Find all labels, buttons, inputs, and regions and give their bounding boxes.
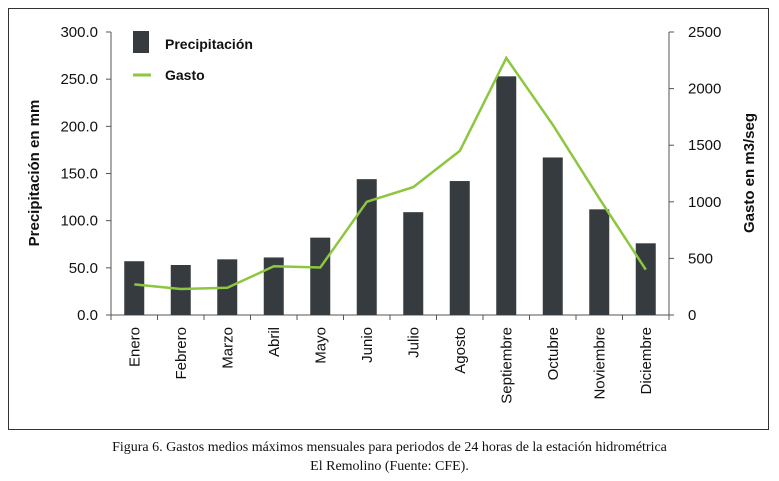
x-tick-label: Octubre (545, 327, 562, 380)
y2-tick-label: 1000 (688, 194, 721, 211)
caption-line-1: Figura 6. Gastos medios máximos mensuale… (112, 440, 667, 455)
bar-octubre (542, 157, 563, 315)
legend: Precipitación Gasto (133, 31, 253, 83)
x-tick-label: Mayo (312, 327, 329, 364)
left-axis: 0.0 50.0 100.0 150.0 200.0 250.0 300.0 (60, 24, 111, 324)
x-tick-label: Septiembre (498, 327, 515, 404)
x-tick-label: Agosto (452, 327, 469, 374)
bar-septiembre (496, 76, 517, 315)
x-tick-label: Noviembre (591, 327, 608, 400)
bar-enero (124, 261, 145, 315)
bar-junio (356, 179, 377, 315)
y-tick-label: 100.0 (60, 213, 98, 230)
x-tick-label: Enero (126, 327, 143, 367)
y2-axis-title: Gasto en m3/seg (741, 113, 758, 233)
y2-tick-label: 1500 (688, 137, 721, 154)
y2-tick-label: 500 (688, 250, 713, 267)
y-tick-label: 150.0 (60, 166, 98, 183)
legend-precipitacion-label: Precipitación (165, 36, 253, 52)
bar-julio (403, 212, 424, 315)
chart-canvas: 0.0 50.0 100.0 150.0 200.0 250.0 300.0 0 500 100… (26, 24, 758, 404)
bar-diciembre (635, 243, 656, 315)
y2-tick-label: 0 (688, 307, 696, 324)
chart-frame (8, 8, 769, 430)
bar-mayo (310, 237, 331, 315)
y-tick-label: 300.0 (60, 24, 98, 41)
caption-line-2: El Remolino (Fuente: CFE). (310, 459, 469, 474)
bar-agosto (449, 181, 470, 315)
figure-caption: Figura 6. Gastos medios máximos mensuale… (0, 438, 779, 476)
y-axis-title: Precipitación en mm (26, 100, 43, 247)
x-axis: Enero Febrero Marzo Abril Mayo Junio Julio Agos… (110, 315, 670, 404)
bar-noviembre (589, 209, 610, 315)
y-tick-label: 0.0 (77, 307, 98, 324)
x-tick-label: Marzo (219, 327, 236, 369)
x-tick-label: Abril (266, 327, 283, 357)
legend-gasto-label: Gasto (165, 67, 205, 83)
x-tick-label: Diciembre (638, 327, 655, 395)
x-tick-label: Junio (359, 327, 376, 363)
y2-tick-label: 2000 (688, 81, 721, 98)
y-tick-label: 250.0 (60, 71, 98, 88)
y2-tick-label: 2500 (688, 24, 721, 41)
x-tick-label: Julio (405, 327, 422, 358)
right-axis: 0 500 1000 1500 2000 2500 (669, 24, 721, 324)
gasto-line (134, 55, 647, 291)
legend-precipitacion-swatch (133, 31, 149, 53)
x-tick-label: Febrero (173, 327, 190, 380)
bar-series (124, 76, 656, 315)
y-tick-label: 200.0 (60, 118, 98, 135)
y-tick-label: 50.0 (69, 260, 98, 277)
bar-abril (263, 257, 284, 315)
